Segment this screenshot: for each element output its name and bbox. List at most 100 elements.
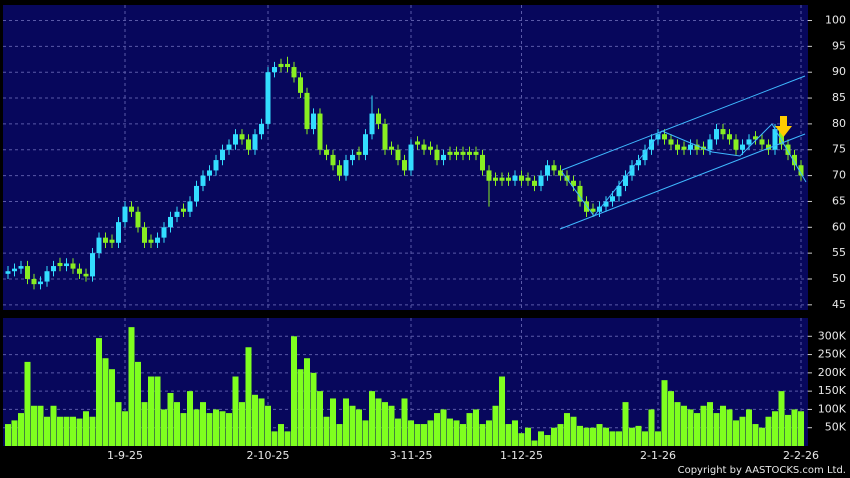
candle-body [161,227,167,238]
candle-body [70,263,76,269]
volume-bar [382,402,388,446]
volume-bar [414,424,421,446]
volume-bar [375,398,382,446]
candle-body [590,208,596,212]
volume-bar [89,416,96,446]
volume-bar [538,431,544,446]
volume-bar [668,391,674,446]
volume-bar [128,327,135,446]
volume-bar [297,369,304,446]
candle-body [662,134,667,140]
volume-bar [187,391,193,446]
y-tick-label: 100K [818,402,847,415]
volume-bar [31,405,37,446]
candle-body [753,136,758,140]
volume-bar [304,358,310,446]
candle-body [454,151,459,155]
volume-bar [57,416,63,446]
volume-bar [154,376,161,446]
volume-bar [635,425,642,446]
y-tick-label: 80 [832,117,846,130]
volume-bar [518,433,525,446]
volume-bar [343,398,349,446]
candle-body [408,144,414,171]
y-tick-label: 150K [818,384,847,397]
candle-body [577,185,583,202]
volume-bar [726,409,733,446]
volume-bar [720,405,726,446]
candle-body [265,72,271,124]
volume-bar [785,414,791,446]
candle-body [226,144,232,150]
volume-bar [11,420,18,446]
candle-body [675,144,680,150]
candle-body [317,113,323,150]
x-tick-label: 3-11-25 [390,449,433,462]
candle-body [727,134,732,140]
candle-body [291,67,297,78]
candle-body [187,201,193,212]
candle-body [129,206,134,212]
y-tick-label: 45 [832,298,846,311]
volume-bar [115,402,122,446]
volume-bar [499,376,505,446]
candle-body [415,141,420,145]
volume-bar [687,409,694,446]
volume-bar [661,380,668,446]
candle-body [668,139,674,145]
candle-body [545,165,550,176]
candle-body [798,165,804,176]
y-tick-label: 50 [832,272,846,285]
volume-bar [531,440,538,446]
volume-bar [629,427,635,446]
candle-body [285,63,290,68]
volume-bar [544,435,551,446]
candle-body [395,149,401,161]
volume-bar [791,409,798,446]
candle-body [116,222,121,243]
candle-body [233,134,238,145]
candle-body [324,149,329,155]
volume-bar [557,424,564,446]
volume-bar [265,405,271,446]
volume-bar [258,398,265,446]
volume-bar [492,405,499,446]
candle-body [207,170,212,176]
candle-body [142,227,147,243]
volume-bar [174,402,180,446]
candle-body [441,154,446,161]
candle-body [642,149,648,161]
volume-bar [752,424,759,446]
candle-body [311,113,316,130]
volume-bar [772,411,778,446]
volume-bar [408,420,414,446]
volume-bar [694,413,700,446]
candle-body [356,151,362,155]
candle-body [603,201,609,207]
volume-bar [583,427,590,446]
volume-bar [102,358,109,446]
candle-body [12,268,17,272]
volume-bar [590,427,596,446]
candle-body [714,129,719,140]
candle-body [512,175,518,181]
volume-bar [733,420,739,446]
candle-body [200,175,206,186]
candle-body [538,175,544,186]
candle-body [746,139,752,145]
candle-body [298,77,303,93]
candle-body [376,113,381,124]
y-tick-label: 75 [832,143,846,156]
volume-bar [317,391,323,446]
volume-bar [135,361,141,446]
candle-body [213,160,219,171]
volume-bar [50,405,57,446]
candle-body [18,266,24,269]
volume-bar [349,405,356,446]
candle-body [525,177,531,181]
candle-body [519,175,524,181]
candle-body [389,146,394,150]
volume-bar [700,405,707,446]
candle-body [148,239,154,243]
x-tick-label: 1-12-25 [500,449,543,462]
